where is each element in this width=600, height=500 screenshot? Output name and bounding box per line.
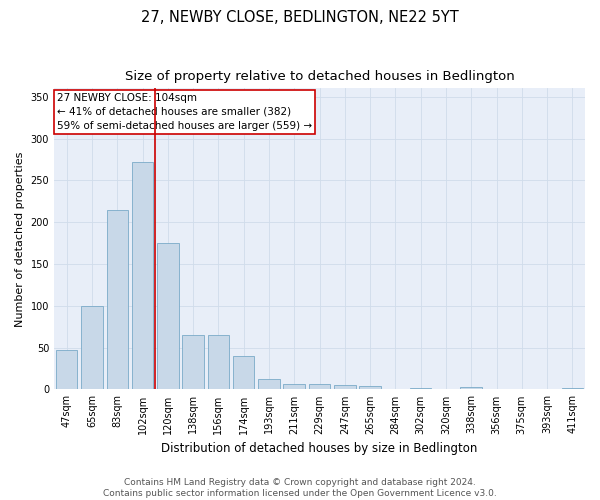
Bar xyxy=(410,388,431,390)
X-axis label: Distribution of detached houses by size in Bedlington: Distribution of detached houses by size … xyxy=(161,442,478,455)
Text: 27, NEWBY CLOSE, BEDLINGTON, NE22 5YT: 27, NEWBY CLOSE, BEDLINGTON, NE22 5YT xyxy=(141,10,459,25)
Y-axis label: Number of detached properties: Number of detached properties xyxy=(15,151,25,326)
Bar xyxy=(182,335,204,390)
Bar xyxy=(56,350,77,390)
Bar xyxy=(208,335,229,390)
Bar xyxy=(107,210,128,390)
Bar xyxy=(283,384,305,390)
Text: 27 NEWBY CLOSE: 104sqm
← 41% of detached houses are smaller (382)
59% of semi-de: 27 NEWBY CLOSE: 104sqm ← 41% of detached… xyxy=(56,93,312,131)
Bar xyxy=(81,306,103,390)
Bar xyxy=(359,386,381,390)
Bar xyxy=(157,243,179,390)
Bar xyxy=(132,162,153,390)
Bar xyxy=(562,388,583,390)
Bar xyxy=(334,385,356,390)
Bar xyxy=(233,356,254,390)
Title: Size of property relative to detached houses in Bedlington: Size of property relative to detached ho… xyxy=(125,70,514,83)
Bar xyxy=(309,384,330,390)
Text: Contains HM Land Registry data © Crown copyright and database right 2024.
Contai: Contains HM Land Registry data © Crown c… xyxy=(103,478,497,498)
Bar xyxy=(258,378,280,390)
Bar xyxy=(460,387,482,390)
